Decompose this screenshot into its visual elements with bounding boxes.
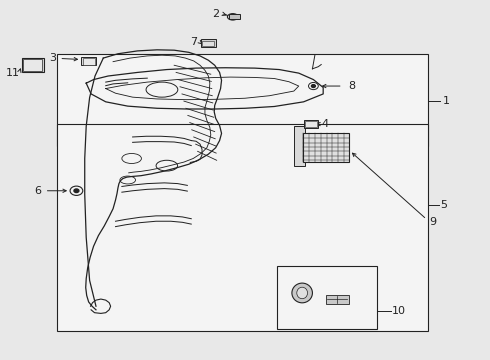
Text: 1: 1: [443, 96, 450, 106]
Bar: [57, 54, 428, 146]
Ellipse shape: [292, 283, 313, 303]
Bar: [326, 295, 349, 304]
Bar: [57, 125, 428, 330]
Bar: [81, 57, 96, 65]
Text: 9: 9: [430, 217, 437, 227]
Text: 2: 2: [213, 9, 220, 19]
Text: 7: 7: [191, 37, 197, 46]
Bar: [229, 14, 240, 19]
Circle shape: [74, 189, 79, 193]
Circle shape: [312, 85, 316, 87]
Bar: [201, 40, 216, 47]
Bar: [305, 121, 317, 127]
Text: 10: 10: [392, 306, 406, 316]
Bar: [202, 41, 214, 46]
Bar: [303, 133, 349, 162]
Bar: [304, 120, 318, 128]
Bar: [294, 126, 305, 166]
Ellipse shape: [227, 14, 238, 20]
Bar: [23, 59, 42, 71]
Bar: [83, 58, 95, 64]
Text: 8: 8: [348, 81, 356, 91]
Text: 3: 3: [49, 53, 56, 63]
Text: 5: 5: [441, 200, 447, 210]
Bar: [22, 58, 44, 72]
Text: 4: 4: [322, 119, 329, 129]
Text: 11: 11: [6, 68, 20, 78]
Text: 6: 6: [34, 186, 41, 196]
Ellipse shape: [297, 287, 308, 299]
Bar: [277, 266, 377, 329]
